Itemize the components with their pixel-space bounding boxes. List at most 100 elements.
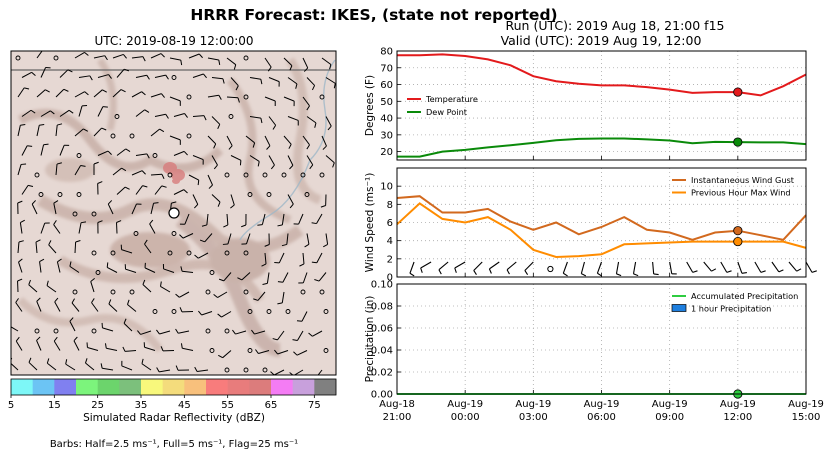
map-wind-barb [314,272,327,282]
map-wind-barb [169,96,181,106]
map-wind-barb [264,96,276,107]
map-wind-barb [173,189,188,195]
map-calm-barb [209,348,215,353]
map-wind-barb [131,91,146,98]
plot-frame [396,167,807,278]
map-wind-barb [78,221,87,234]
legend-swatch [671,304,687,312]
map-wind-barb [112,89,126,98]
map-calm-barb [133,231,139,236]
map-wind-barb [154,113,169,119]
map-wind-barb [17,124,26,137]
colorbar-segment [32,379,55,395]
map-calm-barb [243,367,249,373]
colorbar-frame [10,378,337,396]
map-wind-barb [17,87,30,98]
map-calm-barb [205,328,211,334]
map-wind-barb [18,258,23,273]
map-wind-barb [144,262,156,273]
map-wind-barb [97,106,108,117]
map-calm-barb [224,367,230,373]
map-wind-barb [223,213,229,228]
map-wind-barb [17,200,23,215]
map-wind-barb [74,128,89,137]
map-wind-barb [19,219,25,234]
map-calm-barb [300,172,306,178]
map-wind-barb [135,153,150,159]
map-wind-barb [156,329,171,335]
colorbar-tick-label: 35 [135,400,148,411]
map-calm-barb [186,250,192,256]
map-calm-barb [319,94,325,100]
map-calm-barb [167,172,173,178]
y-tick-label: 0.10 [371,280,393,291]
map-wind-barb [131,170,146,176]
map-wind-barb [194,252,209,259]
x-tick-label-time: 06:00 [587,412,616,423]
colorbar-segment [97,379,120,395]
colorbar-tick-label: 75 [308,400,321,411]
map-wind-barb [287,155,294,170]
map-wind-barb [296,311,308,322]
colorbar-segment [162,379,185,395]
map-calm-barb [38,192,44,197]
map-calm-barb [266,192,272,197]
map-wind-barb [56,258,62,273]
map-wind-barb [274,252,285,264]
map-wind-barb [121,360,133,371]
map-calm-barb [285,309,291,314]
map-wind-barb [274,349,289,355]
map-wind-barb [28,357,38,371]
map-wind-barb [150,93,165,98]
map-wind-barb [123,318,133,332]
map-wind-barb [257,213,266,226]
map-wind-barb [74,91,89,98]
map-wind-barb [175,365,190,371]
map-wind-barb [261,252,267,267]
map-wind-barb [180,343,194,351]
wind-barb [686,261,698,273]
map-panel [10,50,337,376]
map-wind-barb [194,366,209,373]
y-tick-label: 10 [380,182,393,193]
map-wind-barb [71,298,80,312]
map-calm-barb [186,133,192,139]
map-calm-barb [243,55,249,61]
map-wind-barb [201,213,209,227]
map-wind-barb [55,123,63,137]
map-wind-barb [323,233,329,248]
map-wind-barb [293,213,304,225]
map-wind-barb [308,330,323,337]
map-calm-barb [53,328,59,334]
map-wind-barb [65,359,76,371]
map-wind-barb [230,194,235,209]
map-calm-barb [300,289,306,295]
map-wind-barb [46,280,57,293]
y-tick-label: 0.08 [371,302,393,313]
map-wind-barb [306,155,314,170]
map-wind-barb [21,109,36,117]
colorbar-segment [76,379,98,395]
panel-1: 20 30 40 50 60 70 80 Degrees (F) Temperature Dew … [364,47,807,161]
map-wind-barb [55,162,62,176]
map-wind-barb [302,57,309,72]
y-tick-label: 4 [387,236,393,247]
map-wind-barb [59,109,74,117]
colorbar-segment [119,379,142,395]
map-wind-barb [320,194,327,208]
map-wind-barb [154,74,169,80]
map-wind-barb [116,220,122,234]
map-wind-barb [241,213,247,228]
wind-barb [454,261,466,273]
map-wind-barb [277,291,285,305]
x-tick-label-time: 09:00 [655,412,684,423]
map-wind-barb [106,262,118,273]
map-wind-barb [325,116,332,131]
x-tick-labels: Aug-18 21:00 Aug-19 00:00 Aug-19 03:00 Aug-19 0… [379,399,824,423]
map-wind-barb [179,213,190,225]
map-wind-barb [321,135,327,150]
map-wind-barb [15,336,23,351]
legend-label: Accumulated Precipitation [691,291,798,301]
wind-barb [506,261,517,275]
map-wind-barb [154,185,167,195]
